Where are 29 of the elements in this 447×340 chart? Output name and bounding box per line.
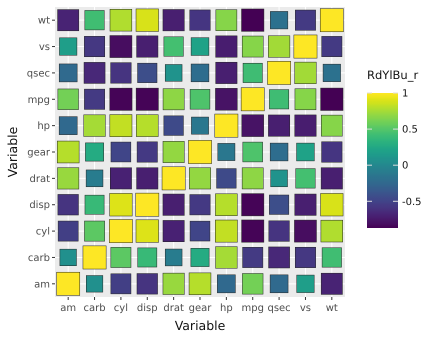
- y-tick-label: vs: [38, 42, 50, 54]
- y-tick-label: am: [34, 279, 50, 290]
- y-tick-label: drat: [29, 174, 50, 185]
- color-bar-label: 1: [402, 88, 408, 100]
- y-axis-title: Variable: [5, 126, 20, 178]
- x-tick-label: mpg: [242, 303, 264, 314]
- y-tick-label: gear: [27, 148, 51, 158]
- color-bar-label: -0.5: [402, 196, 422, 208]
- color-bar-label: 0: [402, 160, 408, 172]
- x-tick-label: qsec: [267, 303, 291, 314]
- x-tick-label: wt: [326, 303, 338, 314]
- x-tick-label: drat: [163, 303, 184, 314]
- y-tick-label: wt: [38, 16, 50, 27]
- y-tick-label: hp: [37, 121, 50, 132]
- y-tick-label: mpg: [28, 94, 50, 106]
- y-tick-label: disp: [29, 200, 50, 212]
- color-bar-label: 0.5: [402, 124, 418, 136]
- x-axis-title: Variable: [174, 318, 226, 333]
- color-bar-title: RdYlBu_r: [367, 68, 418, 82]
- y-tick-label: cyl: [36, 226, 50, 238]
- x-tick-label: carb: [84, 303, 106, 314]
- x-tick-label: cyl: [114, 303, 128, 314]
- x-tick-label: vs: [300, 303, 312, 314]
- x-tick-label: am: [60, 303, 76, 314]
- x-tick-label: disp: [136, 303, 158, 314]
- y-tick-label: carb: [28, 252, 50, 264]
- x-tick-label: gear: [188, 303, 212, 314]
- x-tick-label: hp: [220, 303, 233, 314]
- y-tick-label: qsec: [26, 68, 50, 80]
